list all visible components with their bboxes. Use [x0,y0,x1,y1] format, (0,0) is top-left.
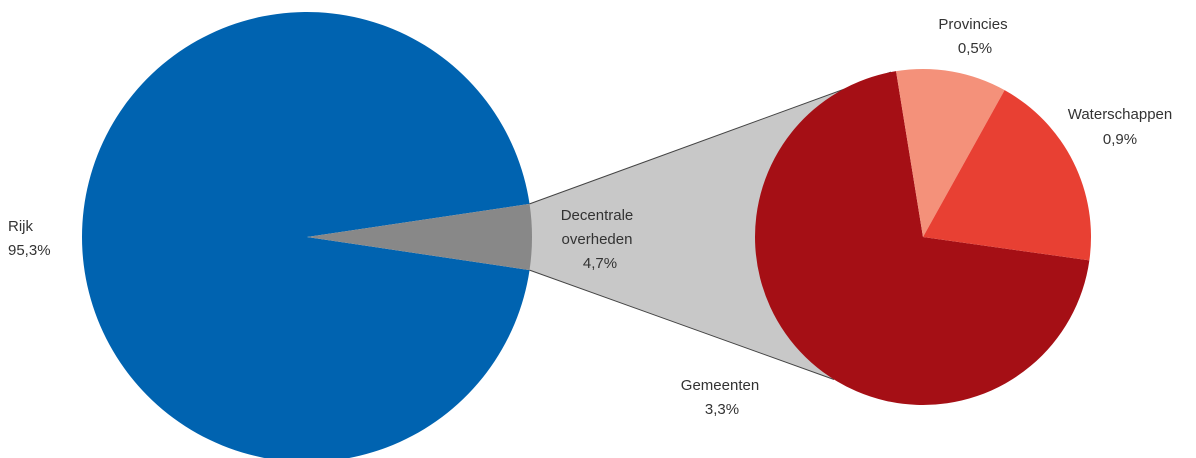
slice-label-decentrale-value: 4,7% [583,255,617,272]
slice-label-gemeenten-value: 3,3% [705,401,739,418]
connector-line-top [529,71,892,205]
slice-label-provincies-value: 0,5% [958,40,992,57]
pie-slice-gemeenten [755,71,1090,406]
pie-slice-waterschappen [923,90,1092,261]
slice-label-rijk-value: 95,3% [8,242,51,259]
slice-label-provincies-name: Provincies [938,16,1007,33]
pie-slice-rijk [81,12,530,458]
pie-slice-provincies [896,69,1005,237]
connector-line-bottom [529,269,835,380]
pie-slice-decentrale-overheden [307,203,532,271]
slice-label-gemeenten-name: Gemeenten [681,377,759,394]
slice-label-waterschappen-name: Waterschappen [1068,106,1173,123]
slice-label-waterschappen-value: 0,9% [1103,131,1137,148]
slice-label-rijk-name: Rijk [8,218,33,235]
slice-label-decentrale-line2: overheden [562,231,633,248]
slice-label-decentrale-line1: Decentrale [561,207,634,224]
